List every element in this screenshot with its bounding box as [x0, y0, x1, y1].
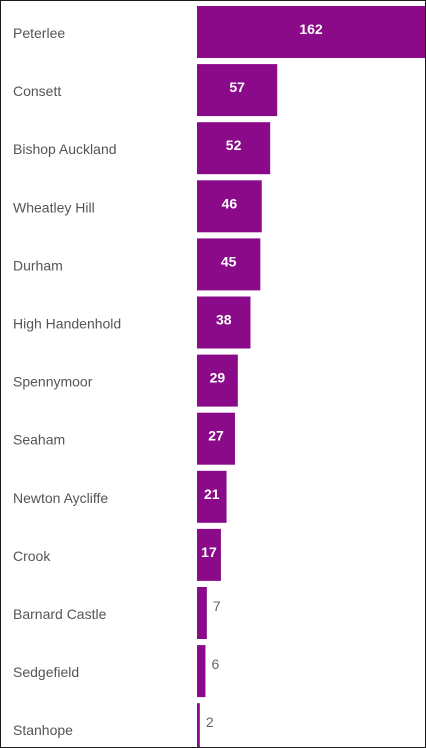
- value-labels: 162 57 52 46 45 38 29 27 21 17 7 6 2: [201, 21, 323, 730]
- value-label-bishop-auckland: 52: [226, 137, 242, 153]
- value-label-newton-aycliffe: 21: [204, 486, 220, 502]
- category-label-barnard-castle: Barnard Castle: [13, 606, 107, 622]
- category-label-bishop-auckland: Bishop Auckland: [13, 141, 117, 157]
- category-labels: Peterlee Consett Bishop Auckland Wheatley H…: [13, 25, 121, 738]
- bar-crook: [197, 528, 221, 581]
- bars: [197, 6, 425, 747]
- category-label-consett: Consett: [13, 83, 61, 99]
- value-label-durham: 45: [221, 253, 237, 269]
- value-label-barnard-castle: 7: [213, 598, 221, 614]
- category-label-peterlee: Peterlee: [13, 25, 65, 41]
- value-label-seaham: 27: [208, 428, 224, 444]
- bar-stanhope: [197, 703, 200, 747]
- category-label-stanhope: Stanhope: [13, 722, 73, 738]
- value-label-consett: 57: [229, 79, 245, 95]
- category-label-newton-aycliffe: Newton Aycliffe: [13, 490, 108, 506]
- bar-sedgefield: [197, 645, 206, 698]
- category-label-durham: Durham: [13, 257, 63, 273]
- value-label-crook: 17: [201, 544, 217, 560]
- value-label-spennymoor: 29: [210, 370, 226, 386]
- bar-seaham: [197, 412, 235, 465]
- bar-bishop-auckland: [197, 122, 271, 175]
- bar-barnard-castle: [197, 587, 207, 639]
- value-label-peterlee: 162: [299, 21, 323, 37]
- bar-spennymoor: [197, 354, 238, 407]
- value-label-sedgefield: 6: [211, 656, 219, 672]
- category-label-spennymoor: Spennymoor: [13, 374, 93, 390]
- bar-durham: [197, 238, 261, 291]
- category-label-wheatley-hill: Wheatley Hill: [13, 199, 95, 215]
- value-label-wheatley-hill: 46: [222, 195, 238, 211]
- category-label-seaham: Seaham: [13, 432, 65, 448]
- value-label-stanhope: 2: [206, 714, 214, 730]
- category-label-crook: Crook: [13, 548, 51, 564]
- bar-consett: [197, 64, 278, 117]
- category-label-high-handenhold: High Handenhold: [13, 316, 121, 332]
- bar-high-handenhold: [197, 296, 251, 349]
- bar-wheatley-hill: [197, 180, 262, 233]
- bar-newton-aycliffe: [197, 470, 227, 523]
- category-label-sedgefield: Sedgefield: [13, 664, 79, 680]
- value-label-high-handenhold: 38: [216, 312, 232, 328]
- bar-peterlee: [197, 6, 425, 58]
